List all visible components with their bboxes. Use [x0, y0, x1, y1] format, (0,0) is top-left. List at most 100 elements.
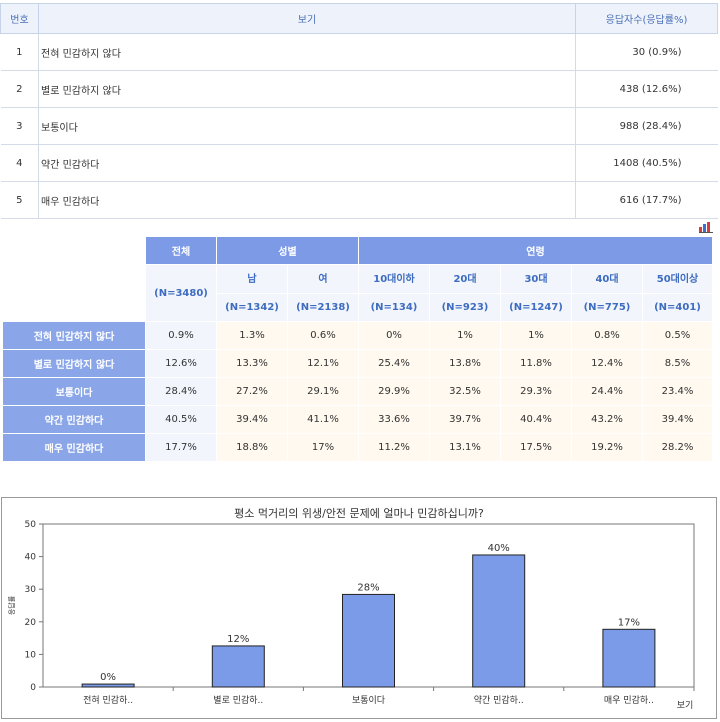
crosstab-cell: 0.8%	[572, 322, 642, 349]
row-number: 2	[0, 70, 39, 108]
table-row: 보통이다 28.4% 27.2% 29.1% 29.9% 32.5% 29.3%…	[3, 378, 712, 405]
column-label: 50대이상	[643, 266, 712, 294]
crosstab-total-header: 전체	[146, 237, 216, 264]
column-n: (N=2138)	[296, 301, 350, 313]
y-axis-label: 응답률	[7, 595, 16, 615]
crosstab-cell: 27.2%	[217, 378, 287, 405]
y-tick-label: 10	[25, 650, 37, 660]
bar	[211, 645, 265, 688]
y-tick-label: 20	[25, 618, 37, 628]
column-n: (N=401)	[654, 301, 701, 313]
column-n: (N=134)	[370, 301, 418, 313]
crosstab-row-label: 전혀 민감하지 않다	[3, 322, 145, 349]
table-row: 5 매우 민감하다 616 (17.7%)	[0, 181, 718, 219]
x-axis-label: 보기	[677, 700, 694, 711]
crosstab-cell: 32.5%	[430, 378, 500, 405]
column-label: 남	[217, 266, 287, 294]
crosstab-row-label: 약간 민감하다	[3, 406, 145, 433]
crosstab-cell: 1%	[501, 322, 571, 349]
header-option: 보기	[38, 3, 576, 34]
crosstab-row-label: 매우 민감하다	[3, 434, 145, 461]
table-row: 2 별로 민감하지 않다 438 (12.6%)	[0, 70, 718, 108]
crosstab-total-n: (N=3480)	[146, 265, 216, 321]
column-label: 여	[288, 266, 358, 294]
table-row: 매우 민감하다 17.7% 18.8% 17% 11.2% 13.1% 17.5…	[3, 434, 712, 461]
bar-chart-panel: 0 10 20 30 40 50 응답률 0% 전혀 민감하.. 12% 별로 민감하.. 28% 보통…	[1, 497, 717, 719]
crosstab-cell: 0.5%	[643, 322, 712, 349]
crosstab-cell: 43.2%	[572, 406, 642, 433]
crosstab-table: 전체 성별 연령 (N=3480) 남 (N=1342) 여 (N=2138) …	[2, 236, 713, 462]
crosstab-cell: 11.2%	[359, 434, 429, 461]
response-table-header: 번호 보기 응답자수(응답률%)	[0, 3, 718, 34]
crosstab-cell: 39.7%	[430, 406, 500, 433]
table-row: 전혀 민감하지 않다 0.9% 1.3% 0.6% 0% 1% 1% 0.8% …	[3, 322, 712, 349]
crosstab-corner	[3, 237, 145, 321]
crosstab-cell: 13.8%	[430, 350, 500, 377]
row-number: 1	[0, 33, 39, 71]
x-tick-label: 약간 민감하..	[474, 694, 524, 706]
crosstab-column-header: 여 (N=2138)	[288, 265, 358, 321]
crosstab-cell: 18.8%	[217, 434, 287, 461]
bar	[602, 628, 656, 688]
x-tick-label: 보통이다	[352, 695, 386, 706]
chart-view-icon[interactable]	[699, 222, 713, 233]
crosstab-row-label: 별로 민감하지 않다	[3, 350, 145, 377]
row-option: 보통이다	[38, 107, 576, 145]
bar-value-label: 0%	[100, 672, 116, 683]
crosstab-cell: 8.5%	[643, 350, 712, 377]
row-number: 5	[0, 181, 39, 219]
y-tick-label: 50	[25, 520, 37, 530]
crosstab-cell: 29.3%	[501, 378, 571, 405]
row-count: 988 (28.4%)	[575, 107, 718, 145]
bar	[472, 554, 526, 688]
table-row: 1 전혀 민감하지 않다 30 (0.9%)	[0, 33, 718, 71]
column-n: (N=1247)	[509, 301, 563, 313]
crosstab-total-cell: 40.5%	[146, 406, 216, 433]
y-tick-label: 0	[30, 683, 36, 693]
table-row: 별로 민감하지 않다 12.6% 13.3% 12.1% 25.4% 13.8%…	[3, 350, 712, 377]
row-count: 1408 (40.5%)	[575, 144, 718, 182]
crosstab-cell: 29.1%	[288, 378, 358, 405]
crosstab-total-cell: 17.7%	[146, 434, 216, 461]
bar-value-label: 12%	[227, 634, 249, 645]
row-option: 전혀 민감하지 않다	[38, 33, 576, 71]
crosstab-cell: 11.8%	[501, 350, 571, 377]
crosstab-subheader-row: (N=3480) 남 (N=1342) 여 (N=2138) 10대이하 (N=…	[3, 265, 712, 321]
table-row: 4 약간 민감하다 1408 (40.5%)	[0, 144, 718, 182]
crosstab-cell: 29.9%	[359, 378, 429, 405]
crosstab-cell: 17.5%	[501, 434, 571, 461]
table-row: 3 보통이다 988 (28.4%)	[0, 107, 718, 145]
crosstab-cell: 19.2%	[572, 434, 642, 461]
row-number: 4	[0, 144, 39, 182]
crosstab-cell: 17%	[288, 434, 358, 461]
crosstab-row-label: 보통이다	[3, 378, 145, 405]
row-count: 438 (12.6%)	[575, 70, 718, 108]
crosstab-cell: 13.3%	[217, 350, 287, 377]
crosstab-column-header: 30대 (N=1247)	[501, 265, 571, 321]
column-label: 10대이하	[359, 266, 429, 294]
crosstab-cell: 23.4%	[643, 378, 712, 405]
row-count: 616 (17.7%)	[575, 181, 718, 219]
crosstab-cell: 12.1%	[288, 350, 358, 377]
column-label: 20대	[430, 266, 500, 294]
crosstab-cell: 12.4%	[572, 350, 642, 377]
crosstab-cell: 28.2%	[643, 434, 712, 461]
x-tick-label: 전혀 민감하..	[83, 694, 133, 706]
crosstab-cell: 0.6%	[288, 322, 358, 349]
row-count: 30 (0.9%)	[575, 33, 718, 71]
crosstab-column-header: 40대 (N=775)	[572, 265, 642, 321]
column-n: (N=923)	[441, 301, 489, 313]
bar-value-label: 28%	[357, 582, 379, 593]
bar-value-label: 17%	[618, 617, 640, 628]
response-table: 번호 보기 응답자수(응답률%) 1 전혀 민감하지 않다 30 (0.9%) …	[0, 3, 718, 219]
bar	[81, 683, 135, 688]
crosstab-cell: 1%	[430, 322, 500, 349]
chart-title: 평소 먹거리의 위생/안전 문제에 얼마나 민감하십니까?	[234, 507, 484, 520]
crosstab-cell: 1.3%	[217, 322, 287, 349]
header-no: 번호	[0, 3, 39, 34]
column-n: (N=775)	[583, 301, 631, 313]
crosstab-column-header: 남 (N=1342)	[217, 265, 287, 321]
table-row: 약간 민감하다 40.5% 39.4% 41.1% 33.6% 39.7% 40…	[3, 406, 712, 433]
column-n: (N=1342)	[225, 301, 279, 313]
row-option: 매우 민감하다	[38, 181, 576, 219]
